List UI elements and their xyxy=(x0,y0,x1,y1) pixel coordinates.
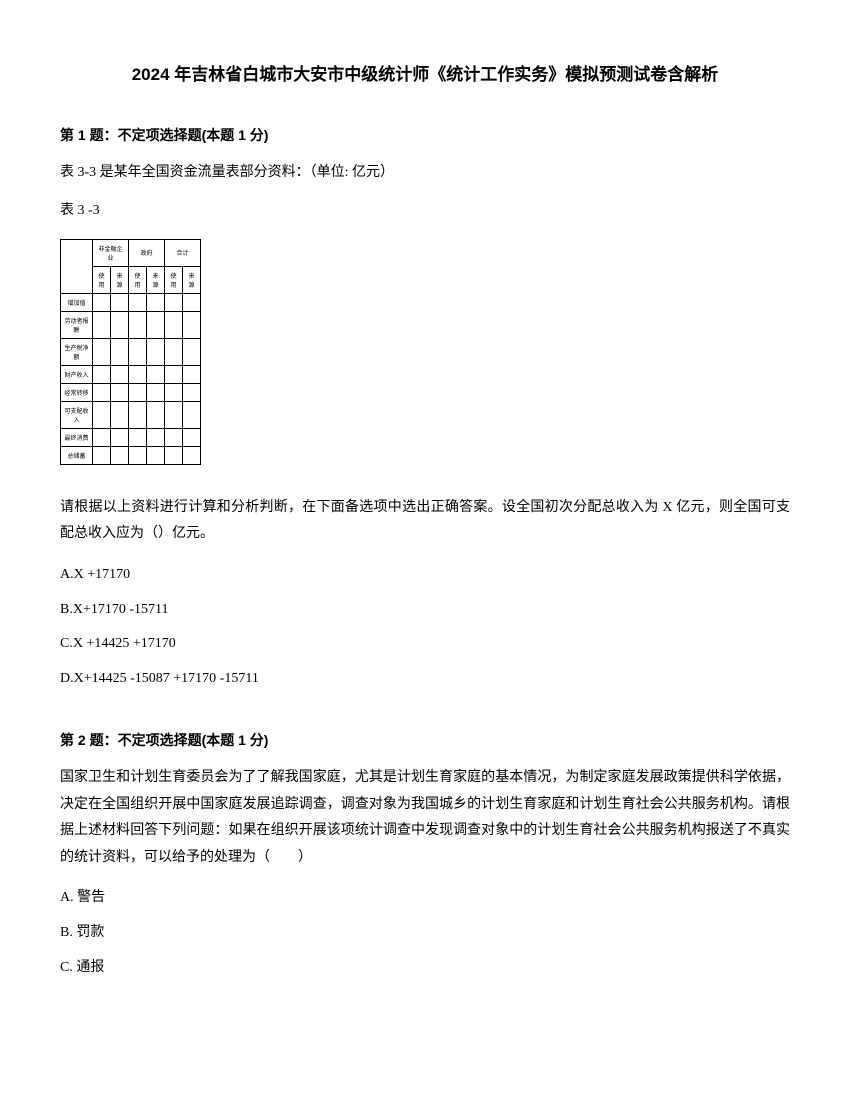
option-b-2: B. 罚款 xyxy=(60,918,790,949)
question-1-text1: 表 3-3 是某年全国资金流量表部分资料：（单位: 亿元） xyxy=(60,160,790,187)
question-1-options: A.X +17170 B.X+17170 -15711 C.X +14425 +… xyxy=(60,560,790,695)
option-b: B.X+17170 -15711 xyxy=(60,595,790,626)
option-c: C.X +14425 +17170 xyxy=(60,629,790,660)
question-1-prompt: 请根据以上资料进行计算和分析判断，在下面备选项中选出正确答案。设全国初次分配总收… xyxy=(60,495,790,548)
data-table: 非金融企业 政府 合计 使用 来源 使用 来源 使用 来源 增加值 劳动者报酬 … xyxy=(60,239,201,465)
option-d: D.X+14425 -15087 +17170 -15711 xyxy=(60,664,790,695)
option-a: A.X +17170 xyxy=(60,560,790,591)
question-2-options: A. 警告 B. 罚款 C. 通报 xyxy=(60,883,790,983)
option-a-2: A. 警告 xyxy=(60,883,790,914)
page-title: 2024 年吉林省白城市大安市中级统计师《统计工作实务》模拟预测试卷含解析 xyxy=(60,60,790,85)
table-label: 表 3 -3 xyxy=(60,199,790,219)
question-1: 第 1 题：不定项选择题(本题 1 分) 表 3-3 是某年全国资金流量表部分资… xyxy=(60,125,790,695)
question-2-header: 第 2 题：不定项选择题(本题 1 分) xyxy=(60,730,790,750)
question-2: 第 2 题：不定项选择题(本题 1 分) 国家卫生和计划生育委员会为了了解我国家… xyxy=(60,730,790,984)
question-1-header: 第 1 题：不定项选择题(本题 1 分) xyxy=(60,125,790,145)
option-c-2: C. 通报 xyxy=(60,953,790,984)
question-2-text: 国家卫生和计划生育委员会为了了解我国家庭，尤其是计划生育家庭的基本情况，为制定家… xyxy=(60,765,790,871)
